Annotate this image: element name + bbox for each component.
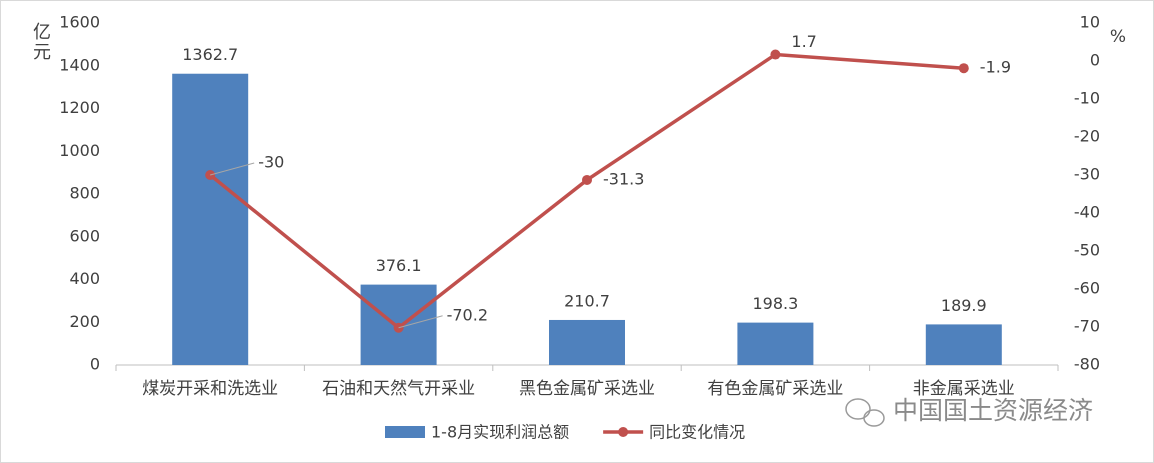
y2-tick-label: -30	[1074, 165, 1100, 184]
y-tick-label: 1200	[59, 98, 100, 117]
bar-value-label: 210.7	[564, 291, 610, 310]
watermark: 中国国土资源经济	[893, 396, 1093, 425]
legend-swatch	[618, 427, 629, 437]
bar	[549, 319, 625, 365]
watermark-icon	[845, 398, 885, 427]
legend-label: 1-8月实现利润总额	[431, 423, 569, 442]
y2-tick-label: -20	[1074, 127, 1100, 146]
legend-swatch	[385, 426, 425, 438]
y-tick-label: 600	[69, 226, 100, 245]
y-tick-label: 0	[90, 355, 100, 374]
x-tick-label: 有色金属矿采选业	[707, 379, 843, 399]
line-value-label: -70.2	[447, 305, 488, 324]
y2-tick-label: -10	[1074, 89, 1100, 108]
bar	[737, 322, 814, 365]
y2-tick-label: -60	[1074, 279, 1100, 298]
legend-label: 同比变化情况	[649, 423, 745, 442]
bar	[925, 324, 1002, 365]
label-leader	[210, 162, 255, 176]
y2-tick-label: -80	[1074, 355, 1100, 374]
y-tick-label: 400	[69, 269, 100, 288]
bar-value-label: 376.1	[376, 256, 422, 275]
bar-value-label: 198.3	[752, 294, 798, 313]
y2-tick-label: -70	[1074, 317, 1100, 336]
y-tick-label: 800	[69, 184, 100, 203]
y2-tick-label: 0	[1090, 51, 1100, 70]
line-value-label: -31.3	[603, 169, 644, 188]
y-tick-label: 1000	[59, 141, 100, 160]
y2-axis-label: %	[1110, 27, 1126, 47]
y-tick-label: 1600	[59, 13, 100, 32]
x-tick-label: 非金属采选业	[913, 379, 1015, 399]
y2-tick-label: 10	[1080, 13, 1100, 32]
line-point	[770, 49, 781, 60]
x-tick-label: 黑色金属矿采选业	[519, 379, 655, 399]
bar-value-label: 189.9	[941, 296, 987, 315]
bar-value-label: 1362.7	[182, 45, 238, 64]
line-value-label: -30	[258, 153, 284, 172]
y2-tick-label: -50	[1074, 241, 1100, 260]
line-value-label: 1.7	[791, 32, 816, 51]
label-leader	[398, 315, 443, 329]
x-tick-label: 煤炭开采和洗选业	[142, 379, 278, 399]
line-point	[582, 174, 592, 185]
x-tick-label: 石油和天然气开采业	[322, 379, 475, 399]
line-value-label: -1.9	[980, 58, 1011, 77]
y-tick-label: 200	[69, 312, 100, 331]
y2-tick-label: -40	[1074, 203, 1100, 222]
y-tick-label: 1400	[59, 55, 100, 74]
bar	[172, 73, 249, 366]
y-axis-label: 亿元	[30, 22, 51, 62]
line-point	[958, 63, 969, 74]
